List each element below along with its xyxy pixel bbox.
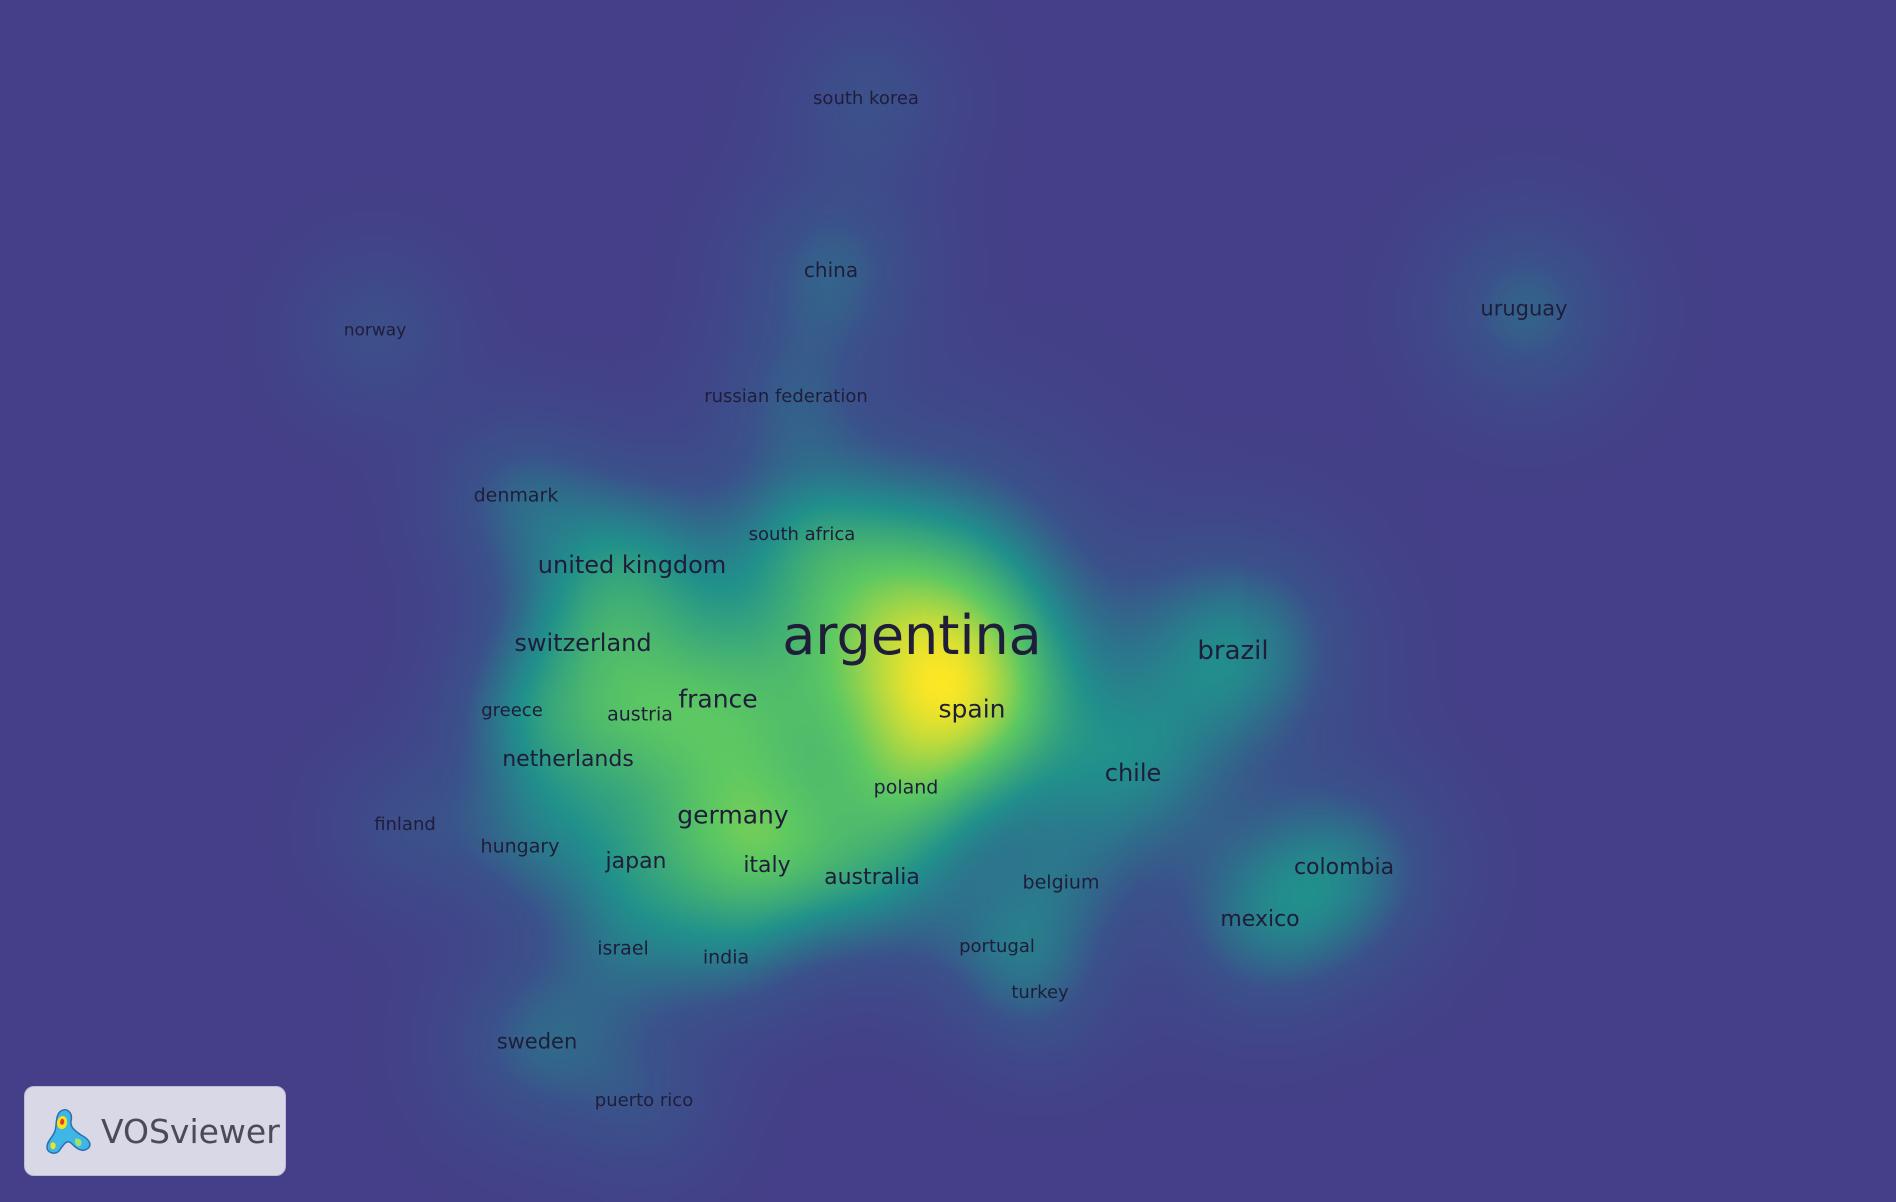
- country-label-denmark[interactable]: denmark: [473, 484, 559, 507]
- country-label-germany[interactable]: germany: [677, 800, 789, 830]
- country-label-finland[interactable]: finland: [374, 814, 436, 835]
- country-label-greece[interactable]: greece: [481, 700, 543, 721]
- vosviewer-logo: VOSviewer: [24, 1086, 286, 1176]
- country-label-brazil[interactable]: brazil: [1197, 636, 1269, 666]
- country-label-puerto-rico[interactable]: puerto rico: [594, 1090, 694, 1111]
- country-label-south-korea[interactable]: south korea: [813, 88, 919, 109]
- country-label-russian-federation[interactable]: russian federation: [704, 386, 868, 407]
- country-label-india[interactable]: india: [702, 946, 750, 969]
- country-label-austria[interactable]: austria: [607, 703, 673, 726]
- country-label-france[interactable]: france: [678, 684, 758, 714]
- country-label-hungary[interactable]: hungary: [480, 835, 560, 858]
- country-label-sweden[interactable]: sweden: [496, 1029, 578, 1054]
- country-label-norway[interactable]: norway: [343, 320, 407, 341]
- country-label-australia[interactable]: australia: [824, 865, 920, 890]
- country-label-uruguay[interactable]: uruguay: [1480, 296, 1568, 321]
- country-label-china[interactable]: china: [803, 258, 859, 282]
- country-label-japan[interactable]: japan: [605, 849, 667, 874]
- country-label-south-africa[interactable]: south africa: [748, 524, 856, 545]
- country-label-chile[interactable]: chile: [1104, 759, 1162, 787]
- country-label-colombia[interactable]: colombia: [1293, 855, 1395, 880]
- country-label-belgium[interactable]: belgium: [1022, 871, 1100, 894]
- country-label-argentina[interactable]: argentina: [782, 604, 1042, 667]
- country-label-italy[interactable]: italy: [743, 853, 791, 878]
- country-label-netherlands[interactable]: netherlands: [502, 747, 634, 772]
- country-label-spain[interactable]: spain: [938, 694, 1006, 724]
- country-label-turkey[interactable]: turkey: [1011, 982, 1069, 1003]
- country-label-israel[interactable]: israel: [597, 937, 649, 960]
- vosviewer-icon: [46, 1109, 91, 1154]
- country-label-mexico[interactable]: mexico: [1220, 907, 1300, 932]
- country-label-portugal[interactable]: portugal: [959, 936, 1035, 957]
- logo-text: VOSviewer: [101, 1111, 280, 1151]
- country-label-switzerland[interactable]: switzerland: [514, 629, 652, 657]
- country-label-united-kingdom[interactable]: united kingdom: [537, 551, 727, 579]
- country-label-poland[interactable]: poland: [873, 776, 939, 799]
